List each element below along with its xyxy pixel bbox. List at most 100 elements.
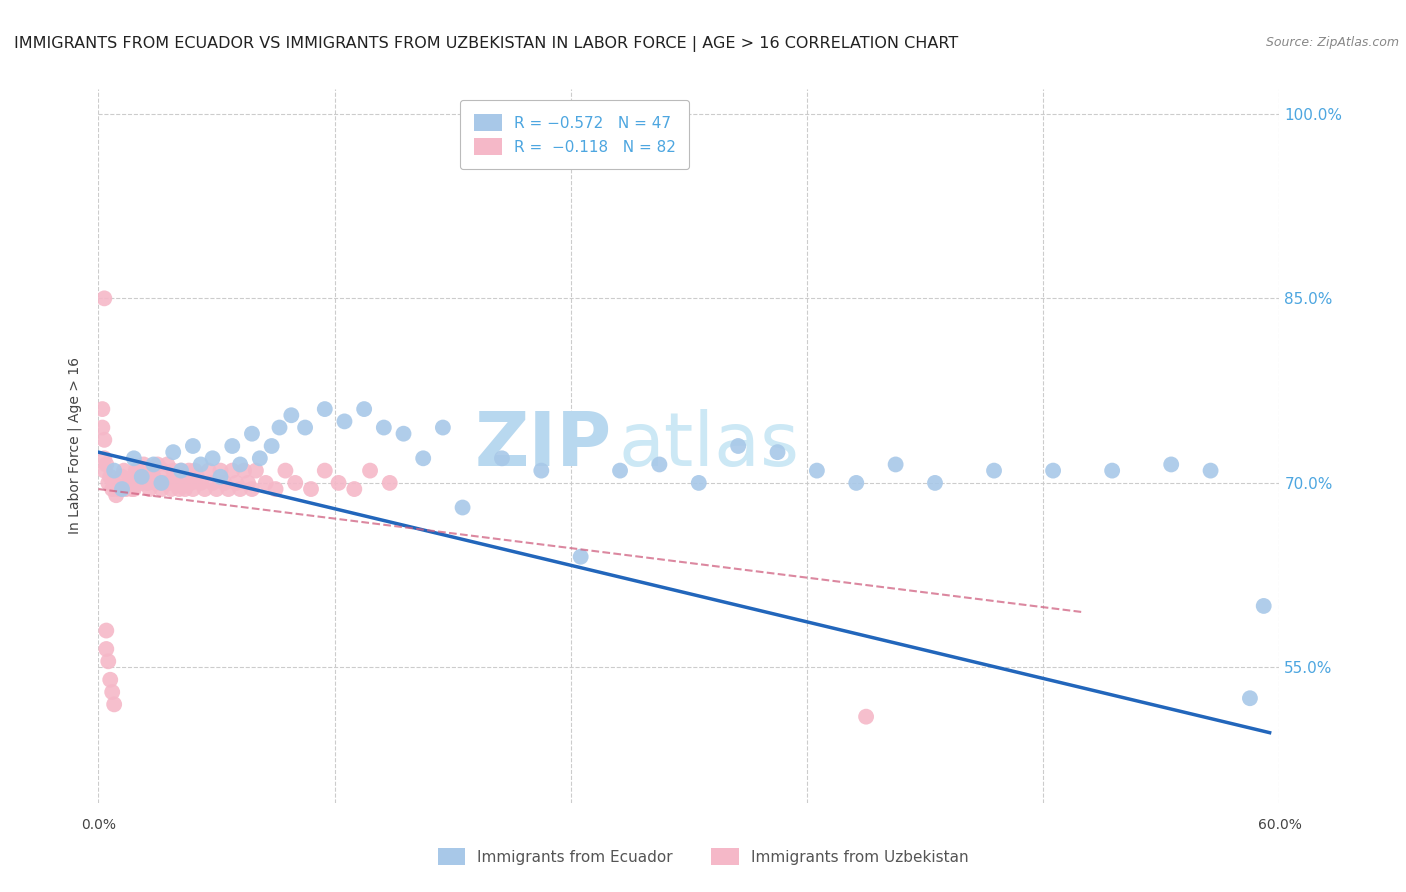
Point: [845, 475, 868, 490]
Point: [93, 464, 115, 478]
Point: [924, 475, 946, 490]
Point: [132, 458, 155, 472]
Point: [152, 464, 174, 478]
Point: [190, 475, 212, 490]
Text: 0.0%: 0.0%: [82, 818, 115, 831]
Point: [359, 464, 381, 478]
Point: [181, 439, 204, 453]
Point: [128, 469, 150, 483]
Point: [121, 482, 143, 496]
Point: [245, 464, 267, 478]
Point: [201, 475, 224, 490]
Point: [274, 464, 297, 478]
Point: [131, 469, 153, 483]
Point: [225, 475, 247, 490]
Point: [111, 482, 134, 496]
Point: [569, 549, 592, 564]
Point: [136, 475, 159, 490]
Point: [412, 451, 434, 466]
Point: [174, 482, 197, 496]
Point: [150, 475, 173, 490]
Point: [299, 482, 322, 496]
Point: [353, 402, 375, 417]
Point: [165, 469, 187, 483]
Point: [254, 475, 277, 490]
Point: [688, 475, 710, 490]
Point: [333, 414, 356, 428]
Point: [186, 469, 208, 483]
Point: [884, 458, 907, 472]
Point: [157, 475, 180, 490]
Point: [221, 439, 243, 453]
Point: [96, 458, 118, 472]
Point: [172, 475, 194, 490]
Point: [142, 469, 165, 483]
Point: [1253, 599, 1275, 613]
Point: [117, 475, 139, 490]
Point: [491, 451, 513, 466]
Point: [240, 426, 263, 441]
Y-axis label: In Labor Force | Age > 16: In Labor Force | Age > 16: [67, 358, 83, 534]
Point: [236, 475, 259, 490]
Point: [111, 469, 134, 483]
Point: [260, 439, 283, 453]
Text: atlas: atlas: [619, 409, 799, 483]
Point: [766, 445, 789, 459]
Point: [98, 469, 121, 483]
Point: [97, 475, 120, 490]
Point: [205, 482, 228, 496]
Point: [648, 458, 671, 472]
Point: [170, 464, 193, 478]
Point: [983, 464, 1005, 478]
Point: [166, 475, 188, 490]
Point: [127, 464, 149, 478]
Point: [162, 464, 184, 478]
Point: [162, 445, 184, 459]
Point: [214, 475, 236, 490]
Text: Source: ZipAtlas.com: Source: ZipAtlas.com: [1265, 36, 1399, 49]
Legend: R = −0.572   N = 47, R =  −0.118   N = 82: R = −0.572 N = 47, R = −0.118 N = 82: [460, 101, 689, 169]
Point: [294, 420, 316, 434]
Point: [609, 464, 631, 478]
Point: [328, 475, 350, 490]
Point: [194, 482, 217, 496]
Text: ZIP: ZIP: [475, 409, 612, 483]
Point: [91, 402, 114, 417]
Point: [1239, 691, 1261, 706]
Point: [343, 482, 366, 496]
Point: [314, 402, 336, 417]
Point: [1101, 464, 1123, 478]
Point: [209, 464, 232, 478]
Point: [160, 482, 183, 496]
Point: [249, 451, 271, 466]
Point: [264, 482, 287, 496]
Point: [197, 464, 219, 478]
Point: [101, 685, 124, 699]
Point: [103, 698, 125, 712]
Point: [141, 464, 163, 478]
Point: [181, 482, 204, 496]
Point: [378, 475, 401, 490]
Point: [118, 475, 141, 490]
Point: [269, 420, 291, 434]
Point: [105, 488, 128, 502]
Point: [142, 458, 165, 472]
Point: [96, 624, 118, 638]
Point: [156, 458, 179, 472]
Point: [97, 654, 120, 668]
Point: [1160, 458, 1182, 472]
Point: [209, 469, 232, 483]
Point: [392, 426, 415, 441]
Point: [148, 475, 170, 490]
Point: [93, 291, 115, 305]
Text: IMMIGRANTS FROM ECUADOR VS IMMIGRANTS FROM UZBEKISTAN IN LABOR FORCE | AGE > 16 : IMMIGRANTS FROM ECUADOR VS IMMIGRANTS FR…: [14, 36, 959, 52]
Point: [1199, 464, 1222, 478]
Point: [530, 464, 553, 478]
Point: [122, 451, 145, 466]
Point: [180, 475, 202, 490]
Point: [107, 482, 129, 496]
Point: [177, 464, 200, 478]
Point: [98, 673, 121, 687]
Point: [314, 464, 336, 478]
Point: [806, 464, 828, 478]
